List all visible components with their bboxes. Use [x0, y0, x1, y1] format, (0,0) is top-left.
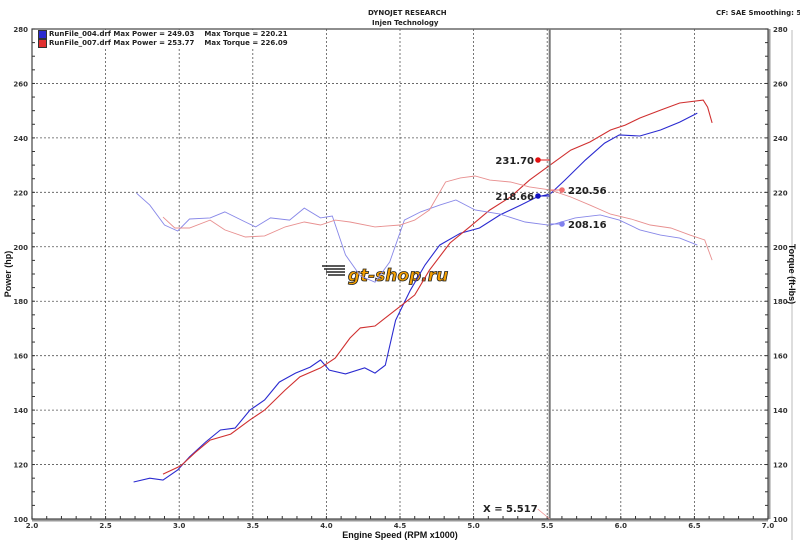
marker-label: 231.70	[495, 156, 534, 167]
legend-max-power: Max Power = 249.03	[113, 30, 195, 38]
y2-axis-label: Torque (ft-lbs)	[787, 244, 797, 304]
legend-max-power: Max Power = 253.77	[113, 39, 195, 47]
cursor-pointer-line	[537, 508, 550, 520]
y-tick-label: 200	[13, 244, 28, 252]
y2-tick-label: 120	[773, 462, 788, 470]
x-tick-label: 6.0	[615, 522, 628, 530]
watermark-logo: gt-shop.ru	[348, 266, 448, 286]
series-line-runfile_004-drf-power	[133, 112, 698, 483]
legend-max-torque: Max Torque = 226.09	[204, 39, 288, 47]
legend-swatch-blue	[38, 30, 47, 39]
y-tick-label: 100	[13, 516, 28, 524]
legend: RunFile_004.drf Max Power = 249.03 Max T…	[38, 30, 288, 48]
legend-max-torque: Max Torque = 220.21	[204, 30, 288, 38]
marker-label: 218.66	[495, 192, 534, 203]
series-line-runfile_004-drf-torque	[136, 192, 698, 283]
legend-entry-004: RunFile_004.drf Max Power = 249.03 Max T…	[38, 30, 288, 39]
y-tick-label: 180	[13, 298, 28, 306]
x-tick-label: 5.5	[541, 522, 554, 530]
y-tick-label: 140	[13, 407, 28, 415]
x-tick-label: 6.5	[688, 522, 701, 530]
legend-entry-007: RunFile_007.drf Max Power = 253.77 Max T…	[38, 39, 288, 48]
x-tick-label: 4.0	[320, 522, 333, 530]
settings-label: CF: SAE Smoothing: 5	[716, 9, 800, 17]
marker-label: 220.56	[568, 186, 607, 197]
y2-tick-label: 220	[773, 189, 788, 197]
series-line-runfile_007-drf-power	[162, 99, 713, 475]
x-tick-label: 5.0	[467, 522, 480, 530]
y-axis-label: Power (hp)	[3, 251, 13, 298]
x-axis-label: Engine Speed (RPM x1000)	[342, 530, 458, 540]
x-tick-label: 4.5	[394, 522, 407, 530]
y2-tick-label: 140	[773, 407, 788, 415]
x-tick-label: 2.5	[99, 522, 112, 530]
y-tick-label: 280	[13, 26, 28, 34]
y2-tick-label: 240	[773, 135, 788, 143]
x-tick-label: 2.0	[26, 522, 39, 530]
y-tick-label: 220	[13, 189, 28, 197]
marker-dot	[559, 187, 565, 193]
x-tick-label: 3.0	[173, 522, 186, 530]
y-tick-label: 260	[13, 80, 28, 88]
y2-tick-label: 180	[773, 298, 788, 306]
y2-tick-label: 260	[773, 80, 788, 88]
chart-title: DYNOJET RESEARCH	[368, 9, 447, 17]
y-tick-label: 160	[13, 353, 28, 361]
y-tick-label: 240	[13, 135, 28, 143]
legend-file: RunFile_004.drf	[49, 30, 111, 38]
marker-dot	[559, 221, 565, 227]
y2-tick-label: 160	[773, 353, 788, 361]
marker-label: 208.16	[568, 220, 607, 231]
chart-subtitle: Injen Technology	[372, 19, 439, 27]
y2-tick-label: 280	[773, 26, 788, 34]
y2-tick-label: 100	[773, 516, 788, 524]
cursor-readout: X = 5.517	[483, 504, 538, 515]
y2-tick-label: 200	[773, 244, 788, 252]
legend-swatch-red	[38, 39, 47, 48]
marker-dot	[535, 157, 541, 163]
legend-file: RunFile_007.drf	[49, 39, 111, 47]
y-tick-label: 120	[13, 462, 28, 470]
x-tick-label: 3.5	[247, 522, 260, 530]
series-line-runfile_007-drf-torque	[162, 175, 713, 261]
x-tick-label: 7.0	[762, 522, 775, 530]
marker-dot	[535, 193, 541, 199]
